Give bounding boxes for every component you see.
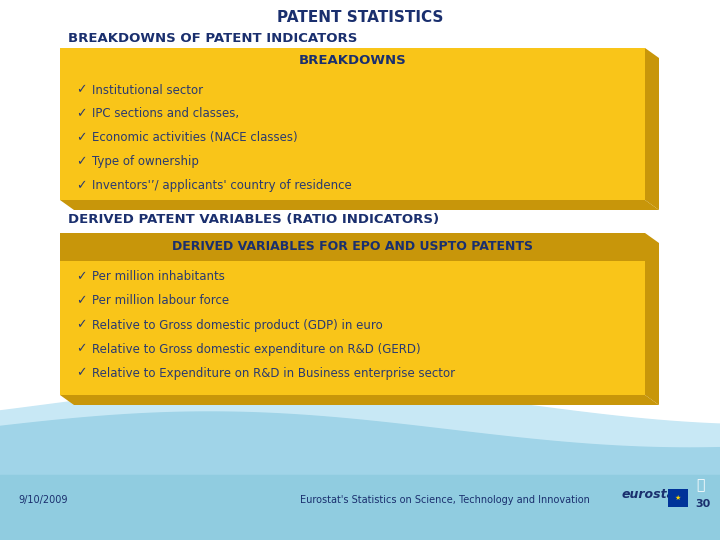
Text: DERIVED VARIABLES FOR EPO AND USPTO PATENTS: DERIVED VARIABLES FOR EPO AND USPTO PATE… bbox=[172, 240, 533, 253]
Text: ✓: ✓ bbox=[76, 367, 86, 380]
Text: ✓: ✓ bbox=[76, 132, 86, 145]
FancyBboxPatch shape bbox=[668, 489, 688, 507]
Polygon shape bbox=[645, 233, 659, 405]
Text: BREAKDOWNS: BREAKDOWNS bbox=[299, 55, 406, 68]
Text: eurostat: eurostat bbox=[622, 489, 682, 502]
Polygon shape bbox=[60, 200, 659, 210]
Text: Inventors'’/ applicants' country of residence: Inventors'’/ applicants' country of resi… bbox=[92, 179, 352, 192]
FancyBboxPatch shape bbox=[60, 48, 645, 74]
Text: ✓: ✓ bbox=[76, 156, 86, 168]
Polygon shape bbox=[60, 395, 659, 405]
Text: ✓: ✓ bbox=[76, 271, 86, 284]
Text: Eurostat's Statistics on Science, Technology and Innovation: Eurostat's Statistics on Science, Techno… bbox=[300, 495, 590, 505]
FancyBboxPatch shape bbox=[60, 233, 645, 395]
FancyBboxPatch shape bbox=[60, 233, 645, 261]
Text: Institutional sector: Institutional sector bbox=[92, 84, 203, 97]
Text: ✓: ✓ bbox=[76, 342, 86, 355]
Text: Per million labour force: Per million labour force bbox=[92, 294, 229, 307]
Text: ✓: ✓ bbox=[76, 84, 86, 97]
Text: IPC sections and classes,: IPC sections and classes, bbox=[92, 107, 239, 120]
Text: Per million inhabitants: Per million inhabitants bbox=[92, 271, 225, 284]
Text: ✓: ✓ bbox=[76, 294, 86, 307]
Text: 30: 30 bbox=[695, 499, 710, 509]
Text: Economic activities (NACE classes): Economic activities (NACE classes) bbox=[92, 132, 297, 145]
Text: Type of ownership: Type of ownership bbox=[92, 156, 199, 168]
Text: DERIVED PATENT VARIABLES (RATIO INDICATORS): DERIVED PATENT VARIABLES (RATIO INDICATO… bbox=[68, 213, 439, 226]
Text: ✓: ✓ bbox=[76, 179, 86, 192]
Text: 9/10/2009: 9/10/2009 bbox=[18, 495, 68, 505]
Text: Relative to Gross domestic expenditure on R&D (GERD): Relative to Gross domestic expenditure o… bbox=[92, 342, 420, 355]
Text: ✓: ✓ bbox=[76, 107, 86, 120]
Text: ★: ★ bbox=[675, 495, 681, 501]
Polygon shape bbox=[645, 48, 659, 210]
Text: ✓: ✓ bbox=[76, 319, 86, 332]
Text: Relative to Gross domestic product (GDP) in euro: Relative to Gross domestic product (GDP)… bbox=[92, 319, 383, 332]
FancyBboxPatch shape bbox=[60, 48, 645, 200]
Text: 〜: 〜 bbox=[696, 478, 704, 492]
Text: PATENT STATISTICS: PATENT STATISTICS bbox=[276, 10, 444, 25]
Text: BREAKDOWNS OF PATENT INDICATORS: BREAKDOWNS OF PATENT INDICATORS bbox=[68, 31, 357, 44]
Text: Relative to Expenditure on R&D in Business enterprise sector: Relative to Expenditure on R&D in Busine… bbox=[92, 367, 455, 380]
